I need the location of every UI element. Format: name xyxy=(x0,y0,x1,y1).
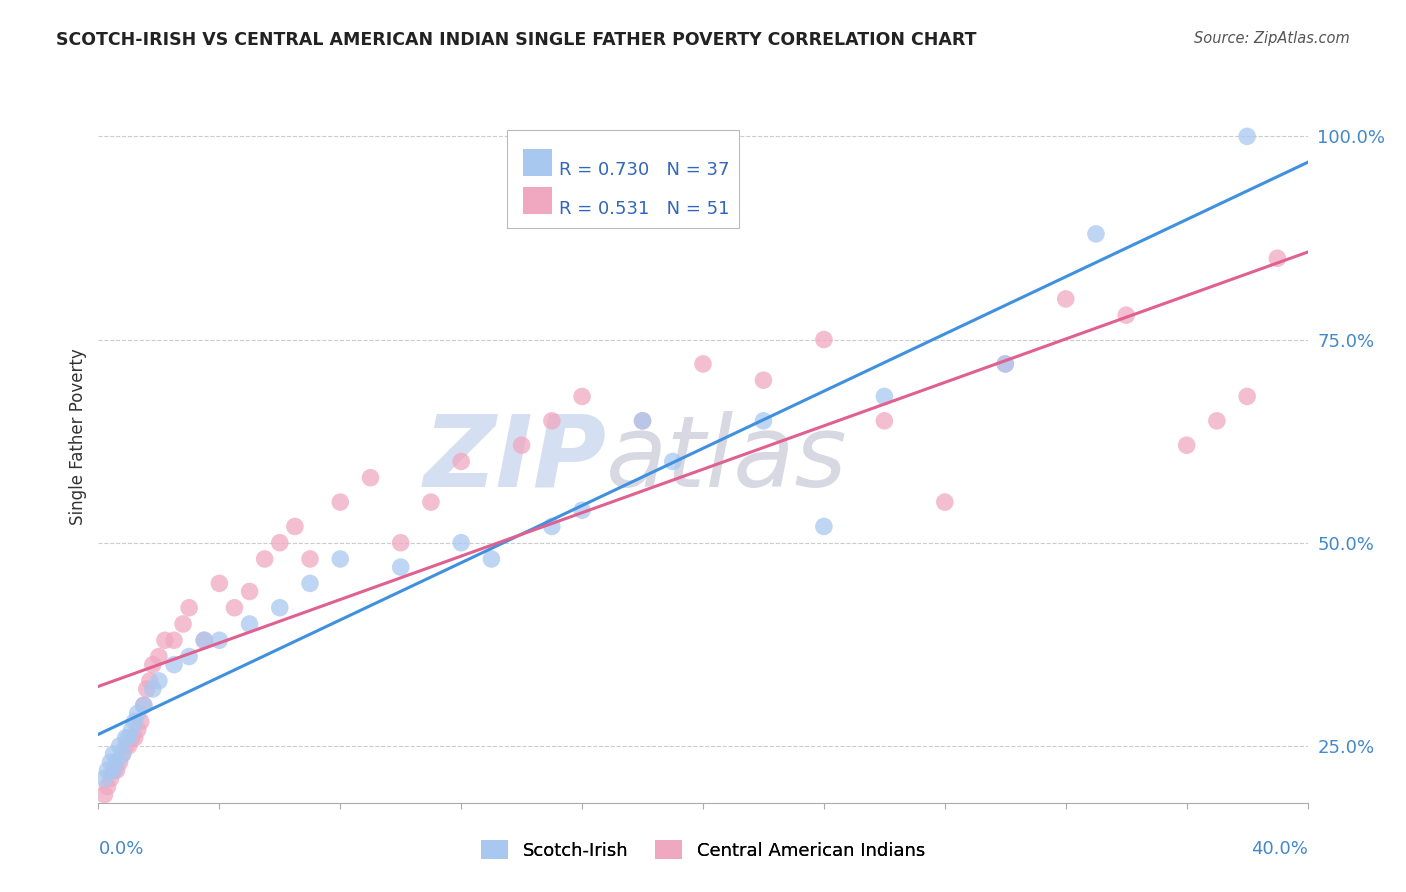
Point xyxy=(510,438,533,452)
Point xyxy=(420,495,443,509)
Point xyxy=(148,673,170,688)
Point xyxy=(994,357,1017,371)
Point xyxy=(994,357,1017,371)
Point xyxy=(127,706,149,721)
Point xyxy=(135,681,157,696)
Point xyxy=(450,454,472,468)
Point xyxy=(172,617,194,632)
Point xyxy=(1085,227,1108,241)
Point xyxy=(179,649,201,664)
Text: R = 0.730   N = 37: R = 0.730 N = 37 xyxy=(558,161,730,179)
Point xyxy=(873,414,896,428)
Point xyxy=(329,552,352,566)
Point xyxy=(540,414,562,428)
Point xyxy=(124,714,146,729)
Point xyxy=(108,755,131,769)
Point xyxy=(253,552,276,566)
Point xyxy=(873,389,896,403)
Point xyxy=(329,495,352,509)
Point xyxy=(96,764,118,778)
Point xyxy=(1054,292,1077,306)
Point xyxy=(142,657,165,672)
Point xyxy=(1236,129,1258,144)
Legend: Scotch-Irish, Central American Indians: Scotch-Irish, Central American Indians xyxy=(474,833,932,867)
Point xyxy=(661,454,683,468)
Text: Source: ZipAtlas.com: Source: ZipAtlas.com xyxy=(1194,31,1350,46)
Point xyxy=(269,600,291,615)
Point xyxy=(100,772,122,786)
Point xyxy=(1206,414,1229,428)
Point xyxy=(132,698,155,713)
Text: 0.0%: 0.0% xyxy=(98,840,143,858)
Point xyxy=(631,414,654,428)
Point xyxy=(224,600,246,615)
Point xyxy=(571,389,593,403)
Point xyxy=(193,633,215,648)
Point xyxy=(105,764,128,778)
Point xyxy=(389,560,412,574)
Y-axis label: Single Father Poverty: Single Father Poverty xyxy=(69,349,87,525)
Point xyxy=(239,617,262,632)
Point xyxy=(100,755,122,769)
Point xyxy=(118,731,141,745)
Point xyxy=(1175,438,1198,452)
Point xyxy=(163,657,186,672)
Point xyxy=(121,723,143,737)
Point xyxy=(934,495,956,509)
Point xyxy=(450,535,472,549)
Point xyxy=(96,780,118,794)
Point xyxy=(193,633,215,648)
Point xyxy=(752,373,775,387)
Point xyxy=(121,731,143,745)
Point xyxy=(208,576,231,591)
Point xyxy=(284,519,307,533)
Point xyxy=(114,731,136,745)
Point xyxy=(571,503,593,517)
Point xyxy=(269,535,291,549)
Point xyxy=(153,633,176,648)
Point xyxy=(93,788,115,802)
Point xyxy=(813,333,835,347)
Point xyxy=(163,633,186,648)
Text: R = 0.531   N = 51: R = 0.531 N = 51 xyxy=(558,200,730,218)
Point xyxy=(105,755,128,769)
Point xyxy=(142,681,165,696)
Point xyxy=(93,772,115,786)
Point xyxy=(103,764,125,778)
Point xyxy=(299,552,322,566)
Point xyxy=(127,723,149,737)
Point xyxy=(111,747,134,761)
Point xyxy=(299,576,322,591)
Point xyxy=(208,633,231,648)
Point xyxy=(540,519,562,533)
Point xyxy=(103,747,125,761)
Point xyxy=(129,714,152,729)
Point xyxy=(360,471,382,485)
Point xyxy=(118,739,141,753)
Point xyxy=(103,764,125,778)
Point xyxy=(139,673,162,688)
Point xyxy=(114,739,136,753)
Point xyxy=(132,698,155,713)
Point xyxy=(752,414,775,428)
Text: ZIP: ZIP xyxy=(423,410,606,508)
Point xyxy=(239,584,262,599)
Point xyxy=(124,731,146,745)
Point xyxy=(631,414,654,428)
Point xyxy=(108,739,131,753)
Text: atlas: atlas xyxy=(606,410,848,508)
Point xyxy=(1267,252,1289,266)
Text: SCOTCH-IRISH VS CENTRAL AMERICAN INDIAN SINGLE FATHER POVERTY CORRELATION CHART: SCOTCH-IRISH VS CENTRAL AMERICAN INDIAN … xyxy=(56,31,977,49)
Point xyxy=(692,357,714,371)
Point xyxy=(148,649,170,664)
Point xyxy=(1236,389,1258,403)
Point xyxy=(111,747,134,761)
Point xyxy=(179,600,201,615)
Text: 40.0%: 40.0% xyxy=(1251,840,1308,858)
Point xyxy=(389,535,412,549)
Point xyxy=(813,519,835,533)
Point xyxy=(481,552,503,566)
Point xyxy=(1115,308,1137,322)
